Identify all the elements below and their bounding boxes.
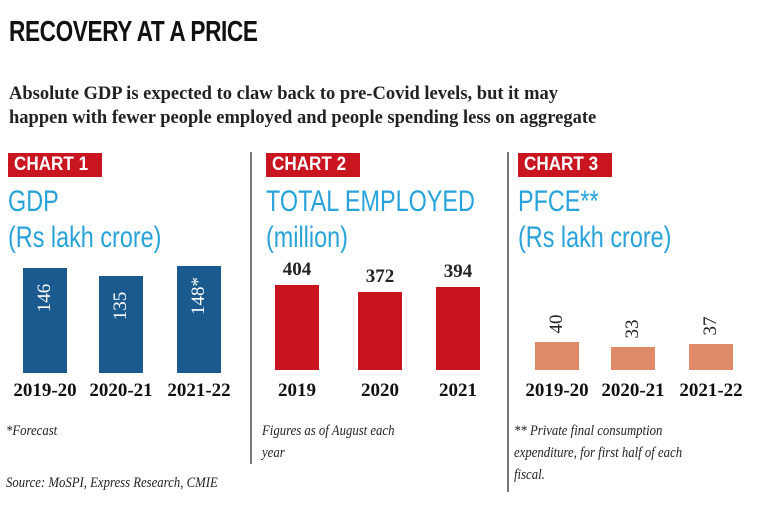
value-label: 146 bbox=[34, 283, 55, 313]
subtitle-line-1: Absolute GDP is expected to claw back to… bbox=[9, 84, 558, 104]
x-tick-label: 2021 bbox=[439, 380, 477, 401]
chart-2-title: TOTAL EMPLOYED bbox=[266, 185, 475, 218]
x-tick-label: 2020 bbox=[361, 380, 399, 401]
bar-3-2019-20 bbox=[535, 342, 579, 370]
chart-3-tag: CHART 3 bbox=[518, 153, 613, 177]
chart-2-unit: (million) bbox=[266, 221, 348, 254]
value-label: 404 bbox=[282, 259, 312, 281]
divider bbox=[250, 152, 252, 464]
value-label: 394 bbox=[443, 261, 473, 283]
bar-1-2019-20 bbox=[23, 267, 67, 373]
subtitle-line-2: happen with fewer people employed and pe… bbox=[9, 108, 597, 128]
bar-2-2019 bbox=[275, 285, 319, 370]
x-tick-label: 2019-20 bbox=[13, 380, 77, 401]
bar-1-2021-22 bbox=[177, 266, 221, 373]
chart-3-title: PFCE** bbox=[518, 185, 599, 218]
infographic-title: RECOVERY AT A PRICE bbox=[9, 16, 258, 48]
x-tick-label: 2019-20 bbox=[525, 380, 589, 401]
value-label: 135 bbox=[110, 291, 131, 321]
value-label: 372 bbox=[365, 265, 395, 287]
chart-1-unit: (Rs lakh crore) bbox=[8, 221, 162, 254]
bar-3-2020-21 bbox=[611, 346, 655, 370]
source-note: Source: MoSPI, Express Research, CMIE bbox=[6, 475, 218, 491]
x-tick-label: 2020-21 bbox=[89, 380, 153, 401]
value-label: 148* bbox=[188, 277, 209, 316]
chart-3-unit: (Rs lakh crore) bbox=[518, 221, 672, 254]
chart-2-note: Figures as of August each year bbox=[262, 423, 395, 461]
x-tick-label: 2019 bbox=[278, 380, 316, 401]
x-tick-label: 2021-22 bbox=[679, 380, 743, 401]
x-tick-label: 2021-22 bbox=[167, 380, 231, 401]
bar-2-2021 bbox=[436, 287, 480, 370]
bar-1-2020-21 bbox=[99, 275, 143, 373]
value-label: 40 bbox=[546, 314, 567, 334]
x-tick-label: 2020-21 bbox=[601, 380, 665, 401]
bar-2-2020 bbox=[358, 291, 402, 370]
chart-1-tag: CHART 1 bbox=[8, 153, 103, 177]
chart-1-title: GDP bbox=[8, 185, 59, 218]
chart-2-tag: CHART 2 bbox=[266, 153, 361, 177]
chart-1-note: *Forecast bbox=[6, 423, 58, 439]
value-label: 33 bbox=[622, 319, 643, 339]
bar-3-2021-22 bbox=[689, 344, 733, 370]
value-label: 37 bbox=[700, 316, 721, 336]
divider bbox=[507, 152, 509, 492]
chart-3-note: ** Private final consumption expenditure,… bbox=[514, 423, 683, 483]
